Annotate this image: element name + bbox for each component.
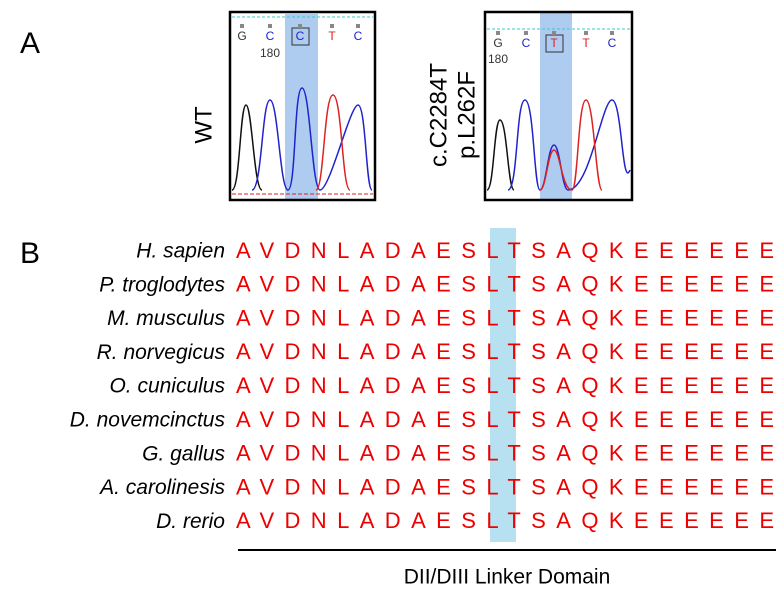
base-tick — [330, 24, 334, 28]
base-tick — [524, 31, 528, 35]
species-name: M. musculus — [107, 307, 225, 330]
panel-label: A — [20, 27, 40, 60]
base-call: T — [550, 36, 558, 50]
position-label: 180 — [488, 52, 508, 66]
domain-label: DII/DIII Linker Domain — [404, 566, 611, 589]
base-call: T — [328, 29, 336, 43]
base-tick — [240, 24, 244, 28]
species-name: R. norvegicus — [97, 341, 226, 364]
wt-label: WT — [190, 106, 217, 144]
base-tick — [356, 24, 360, 28]
species-name: D. rerio — [156, 510, 225, 533]
base-call: C — [266, 29, 275, 43]
species-name: D. novemcinctus — [70, 409, 226, 432]
base-call: G — [493, 36, 502, 50]
species-name: H. sapien — [136, 240, 225, 263]
base-call: C — [354, 29, 363, 43]
base-call: C — [608, 36, 617, 50]
position-label: 180 — [260, 46, 280, 60]
base-call: C — [522, 36, 531, 50]
base-call: G — [237, 29, 246, 43]
species-name: P. troglodytes — [99, 273, 225, 296]
base-tick — [610, 31, 614, 35]
base-tick — [298, 24, 302, 28]
base-tick — [268, 24, 272, 28]
species-name: A. carolinesis — [98, 476, 225, 499]
base-tick — [584, 31, 588, 35]
base-tick — [552, 31, 556, 35]
mutation-label: c.C2284T — [425, 63, 452, 167]
base-call: C — [296, 29, 305, 43]
species-name: G. gallus — [142, 442, 225, 465]
base-tick — [496, 31, 500, 35]
panel-label: B — [20, 237, 40, 270]
species-name: O. cuniculus — [109, 375, 225, 398]
mutation-label: p.L262F — [453, 71, 480, 159]
figure: A WT c.C2284T p.L262F B DII/DIII Linker … — [0, 0, 781, 593]
base-call: T — [582, 36, 590, 50]
